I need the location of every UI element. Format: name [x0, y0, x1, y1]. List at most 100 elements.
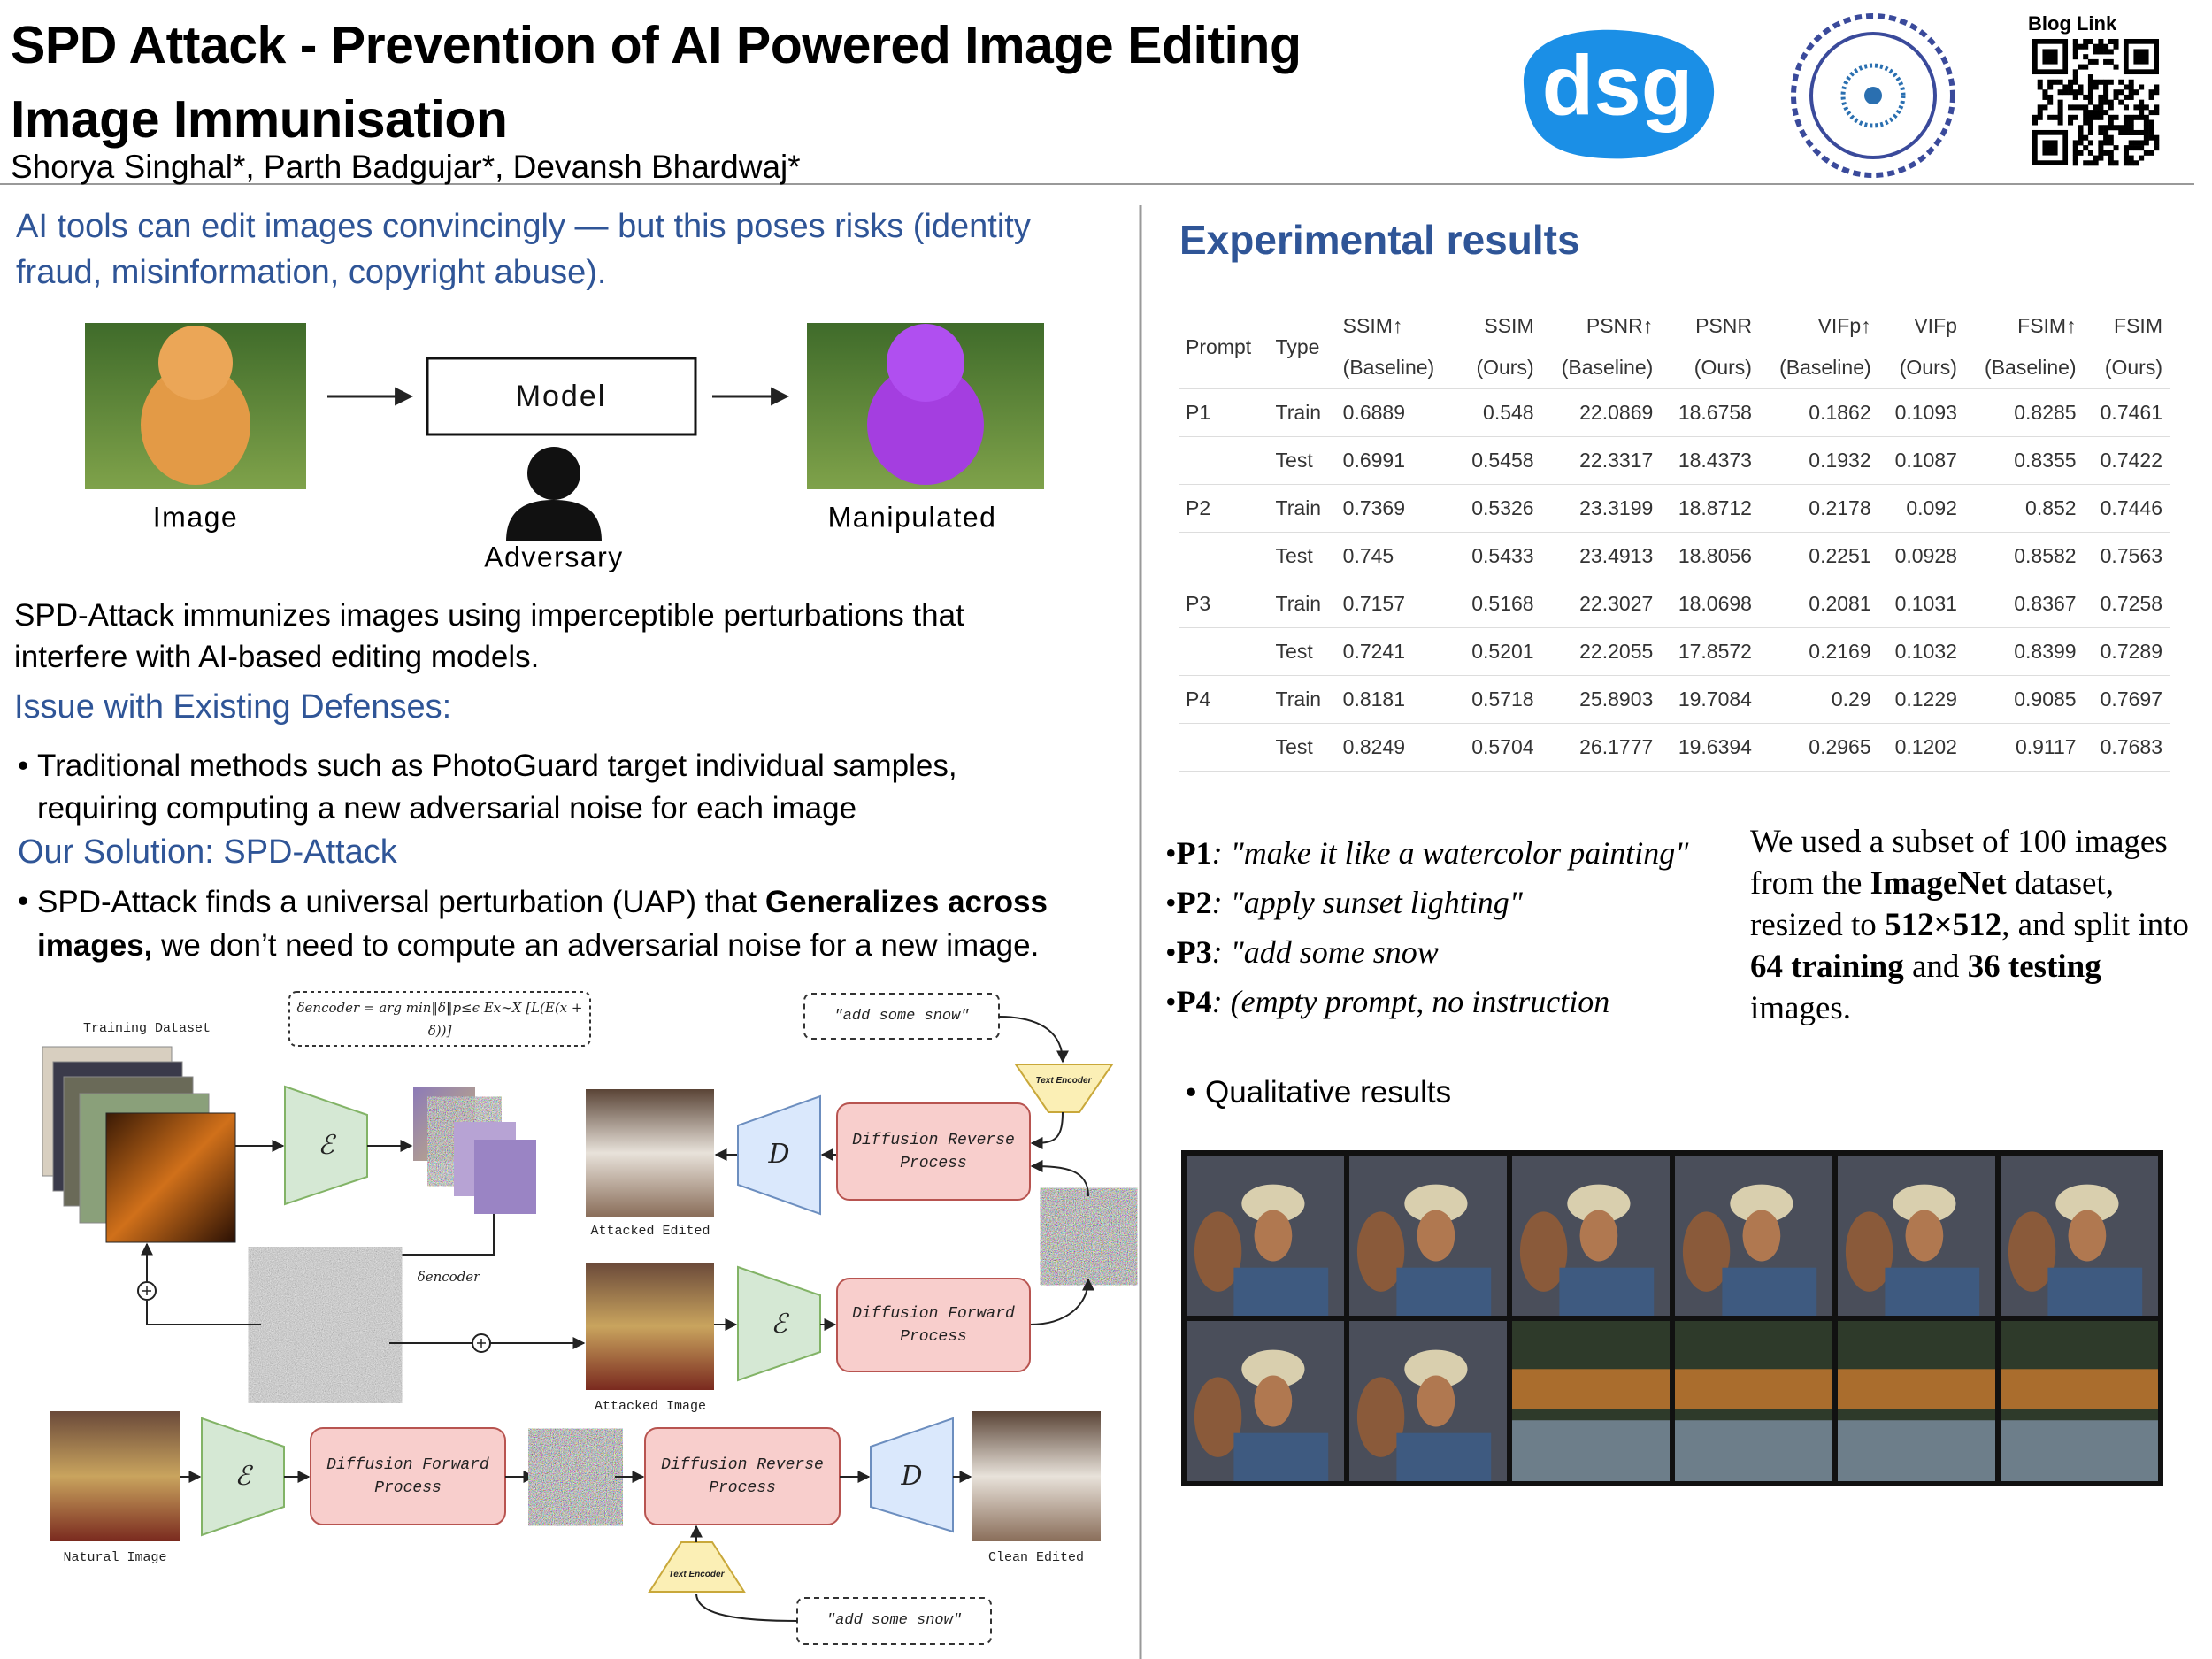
- qr-module: [2103, 58, 2109, 65]
- connector: [695, 1593, 798, 1622]
- formula-box: [288, 991, 591, 1047]
- noise-image: [1048, 1196, 1129, 1277]
- table-cell: 18.8712: [1660, 484, 1759, 533]
- table-cell: 18.0698: [1660, 580, 1759, 628]
- figure-left: [2008, 1211, 2056, 1292]
- bullet-dot: •: [1165, 835, 1177, 871]
- qr-module: [2032, 114, 2039, 120]
- solution-bullet: SPD-Attack finds a universal perturbatio…: [37, 880, 1117, 967]
- qr-module: [2057, 89, 2063, 96]
- qr-module: [2037, 84, 2043, 90]
- table-row: P3 Train 0.7157 0.5168 22.3027 18.0698 0.2081 0…: [1179, 580, 2170, 628]
- qr-module: [2078, 104, 2084, 111]
- encoder: [284, 1085, 368, 1206]
- header-cell: (Baseline): [1335, 347, 1455, 389]
- qr-module: [2098, 104, 2104, 111]
- qr-module: [2128, 94, 2134, 100]
- table-cell: 23.4913: [1540, 532, 1661, 580]
- qr-module: [2148, 110, 2154, 116]
- qr-finder: [2042, 140, 2058, 156]
- header-cell: (Ours): [1455, 347, 1541, 389]
- arrow: [389, 1214, 495, 1261]
- qr-module: [2098, 114, 2104, 120]
- figure-left: [1194, 1211, 1242, 1292]
- qr-module: [2093, 155, 2099, 161]
- qr-module: [2143, 134, 2149, 141]
- qr-module: [2103, 49, 2109, 55]
- qualitative-frame: [1181, 1150, 2163, 1486]
- figure-left: [1519, 1211, 1568, 1292]
- formula: δencoder = arg min‖δ‖p≤ϵ Ex∼X [L(E(x + δ…: [296, 999, 583, 1039]
- issue-bullet: Traditional methods such as PhotoGuard t…: [37, 749, 957, 826]
- qr-module: [2113, 89, 2119, 96]
- qr-module: [2123, 84, 2129, 90]
- adversary-label: Adversary: [484, 541, 624, 572]
- qr-module: [2154, 110, 2160, 116]
- qr-module: [2072, 94, 2078, 100]
- figure-face: [2068, 1210, 2107, 1262]
- qr-module: [2128, 79, 2134, 85]
- qr-module: [2072, 104, 2078, 111]
- dataset-note: We used a subset of 100 images from the …: [1750, 821, 2210, 1029]
- prompt: "add some snow": [826, 1612, 963, 1629]
- table-cell: 19.7084: [1660, 675, 1759, 724]
- table-cell: 22.3317: [1540, 436, 1661, 485]
- qr-module: [2087, 39, 2093, 45]
- water: [1512, 1420, 1670, 1481]
- qr-module: [2078, 129, 2084, 135]
- qr-module: [2128, 155, 2134, 161]
- figure-body: [1722, 1267, 1817, 1316]
- qr-module: [2093, 110, 2099, 116]
- water: [1675, 1420, 1832, 1481]
- adversary-body: [506, 500, 602, 541]
- qr-module: [2083, 43, 2089, 50]
- qr-module: [2087, 110, 2093, 116]
- qr-module: [2098, 129, 2104, 135]
- qr-module: [2057, 104, 2063, 111]
- table-cell: 0.7446: [2083, 484, 2170, 533]
- qr-module: [2083, 94, 2089, 100]
- figure-body: [1396, 1432, 1492, 1481]
- figure-body: [1885, 1267, 1980, 1316]
- qr-module: [2083, 104, 2089, 111]
- table-cell: Train: [1268, 484, 1336, 533]
- table-cell: [1179, 532, 1269, 580]
- noise-image: [536, 1437, 615, 1517]
- table-cell: 0.1031: [1878, 580, 1964, 628]
- qr-module: [2108, 39, 2114, 45]
- qualitative-tiles: [1187, 1156, 2158, 1481]
- attacked-image: [586, 1263, 714, 1390]
- forward-label: Diffusion Forward Process: [852, 1304, 1015, 1346]
- qr-module: [2113, 145, 2119, 151]
- table-cell: 26.1777: [1540, 723, 1661, 772]
- qr-module: [2128, 119, 2134, 126]
- cat-body: [141, 365, 250, 485]
- encoder: [201, 1417, 285, 1537]
- forward-box: [836, 1278, 1031, 1372]
- qr-module: [2087, 160, 2093, 166]
- qr-module: [2118, 129, 2124, 135]
- iit-logo-inner: [1809, 32, 1937, 159]
- iit-logo-dot: [1864, 87, 1882, 104]
- table-cell: 0.5718: [1455, 675, 1541, 724]
- qr-module: [2078, 125, 2084, 131]
- prompt-item: •P3: "add some snow: [1165, 927, 1688, 977]
- figure-face: [1254, 1375, 1293, 1427]
- table-cell: 0.2178: [1758, 484, 1878, 533]
- figure-body: [1233, 1432, 1329, 1481]
- qr-module: [2139, 114, 2145, 120]
- qr-module: [2072, 39, 2078, 45]
- qr-module: [2139, 129, 2145, 135]
- figure-hat: [1567, 1184, 1631, 1224]
- qr-module: [2098, 99, 2104, 105]
- qr-module: [2113, 94, 2119, 100]
- blog-link[interactable]: Blog Link: [2028, 12, 2117, 35]
- qr-module: [2123, 125, 2129, 131]
- table-cell: 0.7683: [2083, 723, 2170, 772]
- qr-module: [2087, 140, 2093, 146]
- qr-module: [2087, 89, 2093, 96]
- text-encoder: [1014, 1064, 1114, 1113]
- qr-module: [2098, 155, 2104, 161]
- qr-module: [2118, 79, 2124, 85]
- qr-module: [2103, 43, 2109, 50]
